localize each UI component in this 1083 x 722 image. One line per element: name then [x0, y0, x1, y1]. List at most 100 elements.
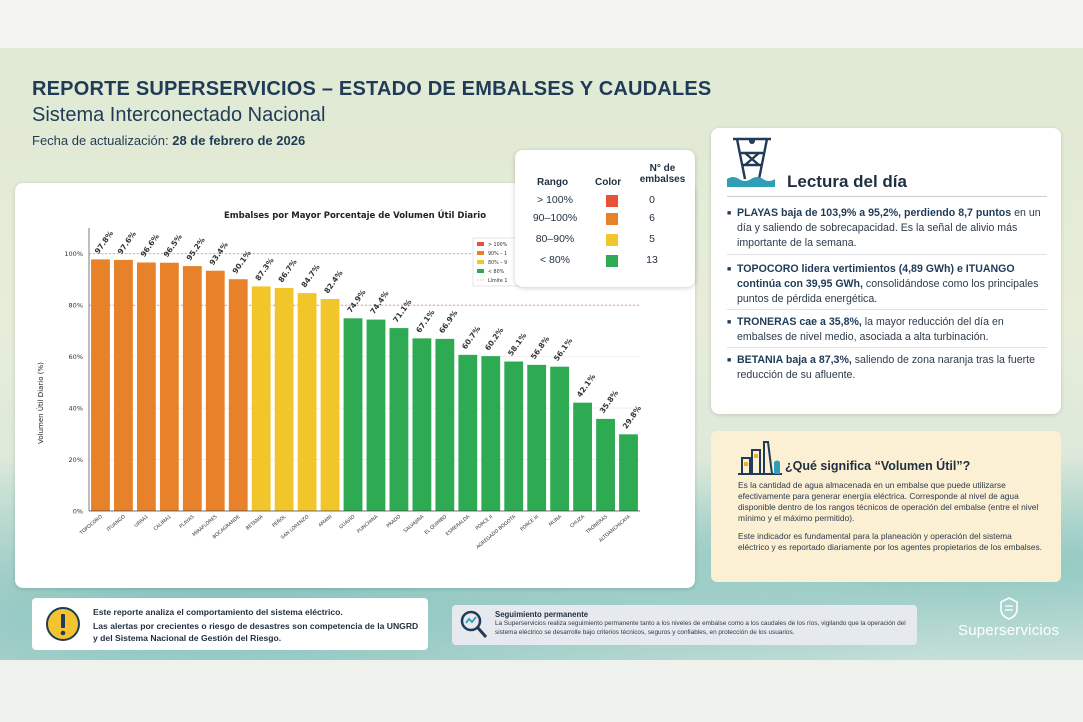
bar-value-label: 97.6%: [116, 229, 139, 256]
bar: [573, 402, 593, 511]
bar: [91, 259, 110, 511]
bar: [228, 279, 248, 511]
reading-item: BETANIA baja a 87,3%, saliendo de zona n…: [727, 353, 1052, 383]
x-tick-label: AMANI: [317, 514, 333, 529]
y-tick-label: 60%: [69, 353, 83, 361]
bar-value-label: 86.7%: [276, 257, 299, 284]
report-subtitle: Sistema Interconectado Nacional: [32, 104, 326, 126]
x-tick-label: GUAVIO: [338, 514, 356, 531]
x-tick-label: PLAYAS: [178, 514, 195, 530]
legend-row: > 100% 0: [515, 194, 695, 210]
legend-range: < 80%: [539, 254, 571, 266]
legend-swatch: [606, 195, 618, 207]
legend-header-color: Color: [595, 177, 622, 188]
power-tower-icon: [727, 137, 775, 187]
bar-chart: Embalses por Mayor Porcentaje de Volumen…: [36, 209, 643, 550]
legend-entry: 90% – 1: [488, 251, 507, 257]
range-legend-table: Rango Color N° de embalses > 100% 0 90–100…: [515, 150, 695, 287]
x-tick-label: PORCE III: [519, 514, 540, 533]
reading-item: TOPOCORO lidera vertimientos (4,89 GWh) …: [727, 262, 1052, 307]
bar: [320, 299, 340, 511]
x-tick-label: EL QUIMBO: [424, 514, 449, 536]
x-tick-label: PUNCHINA: [356, 513, 380, 534]
y-tick-label: 100%: [64, 250, 83, 258]
x-tick-label: TOPOCORO: [78, 514, 104, 537]
legend-swatch: [606, 255, 618, 267]
bar-value-label: 96.6%: [139, 232, 162, 259]
bar-value-label: 96.5%: [162, 232, 185, 259]
bar-value-label: 56.8%: [529, 334, 552, 361]
bar-value-label: 84.7%: [299, 262, 322, 289]
legend-row: 90–100% 6: [515, 212, 695, 228]
legend-swatch: [606, 234, 618, 246]
bar: [435, 338, 455, 511]
bar: [481, 356, 501, 511]
bar: [527, 364, 547, 511]
bar-value-label: 67.1%: [414, 308, 437, 335]
bar-value-label: 90.1%: [230, 248, 253, 275]
monitoring-icon: [460, 610, 488, 638]
chart-card: Embalses por Mayor Porcentaje de Volumen…: [15, 183, 695, 588]
x-tick-label: PEÑOL: [271, 513, 288, 529]
bar-value-label: 35.8%: [598, 388, 621, 415]
monitoring-card: [452, 605, 917, 645]
bottom-band: [0, 660, 1083, 722]
y-axis-label: Volumen Útil Diario (%): [36, 362, 45, 444]
legend-header-range: Rango: [537, 177, 569, 188]
legend-row: 80–90% 5: [515, 233, 695, 249]
bar: [504, 361, 524, 511]
update-date-value: 28 de febrero de 2026: [172, 133, 306, 148]
monitoring-title: Seguimiento permanente: [495, 610, 589, 619]
reading-item: PLAYAS baja de 103,9% a 95,2%, perdiendo…: [727, 206, 1052, 251]
bar-value-label: 29.8%: [621, 404, 644, 431]
legend-swatch: [606, 213, 618, 225]
legend-range: 80–90%: [535, 233, 575, 245]
bar: [596, 418, 615, 511]
useful-volume-importance: Este indicador es fundamental para la pl…: [738, 531, 1042, 552]
bar: [114, 259, 133, 511]
x-tick-label: ESMERALDA: [445, 513, 472, 537]
bar-value-label: 60.7%: [460, 324, 483, 351]
bar: [458, 354, 478, 511]
bar: [274, 287, 294, 511]
legend-swatch: [477, 251, 484, 255]
bar-value-label: 74.4%: [368, 289, 391, 316]
bar-value-label: 56.1%: [552, 336, 575, 363]
update-date-label: Fecha de actualización:: [32, 133, 169, 148]
legend-count: 5: [649, 233, 655, 245]
legend-swatch: [477, 269, 484, 273]
legend-row: < 80% 13: [515, 254, 695, 270]
chart-title: Embalses por Mayor Porcentaje de Volumen…: [224, 209, 486, 221]
x-tick-label: PORCE II: [474, 514, 494, 532]
bar-value-label: 74.9%: [345, 288, 368, 315]
bar-value-label: 95.2%: [185, 235, 208, 262]
legend-entry: > 100%: [488, 242, 508, 248]
coat-of-arms-icon: [1000, 597, 1018, 620]
y-tick-label: 20%: [69, 456, 83, 464]
x-tick-label: CALIMA1: [153, 514, 173, 532]
chart-bars: 97.8% 97.6% 96.6% 96.5% 95.2% 93.4% 90.1% 87.3%…: [91, 229, 643, 511]
bar-value-label: 66.9%: [437, 308, 460, 335]
legend-swatch: [477, 260, 484, 264]
bar-value-label: 42.1%: [575, 372, 598, 399]
report-title: REPORTE SUPERSERVICIOS – ESTADO DE EMBAL…: [32, 78, 712, 100]
legend-entry: Límite 1: [488, 277, 507, 284]
monitoring-text: La Superservicios realiza seguimiento pe…: [495, 620, 906, 636]
bar-value-label: 71.1%: [391, 297, 414, 324]
y-tick-label: 0%: [73, 508, 83, 516]
bar: [619, 434, 638, 511]
reading-divider: [727, 347, 1047, 348]
reading-divider: [727, 309, 1047, 310]
superservicios-logo: Superservicios: [958, 622, 1060, 639]
hydro-plant-icon: [738, 441, 782, 475]
x-tick-label: TRONERAS: [584, 514, 609, 536]
chart-legend: > 100% 90% – 1 80% – 9 < 80% Límite 1: [472, 237, 524, 287]
useful-volume-definition: Es la cantidad de agua almacenada en un …: [738, 480, 1039, 523]
bar-value-label: 87.3%: [253, 256, 276, 283]
daily-reading-divider: [727, 196, 1047, 197]
x-tick-label: ITUANGO: [106, 514, 127, 533]
legend-header-count: N° de embalses: [639, 163, 686, 185]
y-tick-label: 80%: [69, 302, 83, 310]
disclaimer-line-1: Este reporte analiza el comportamiento d…: [93, 607, 343, 617]
bar: [159, 262, 179, 511]
